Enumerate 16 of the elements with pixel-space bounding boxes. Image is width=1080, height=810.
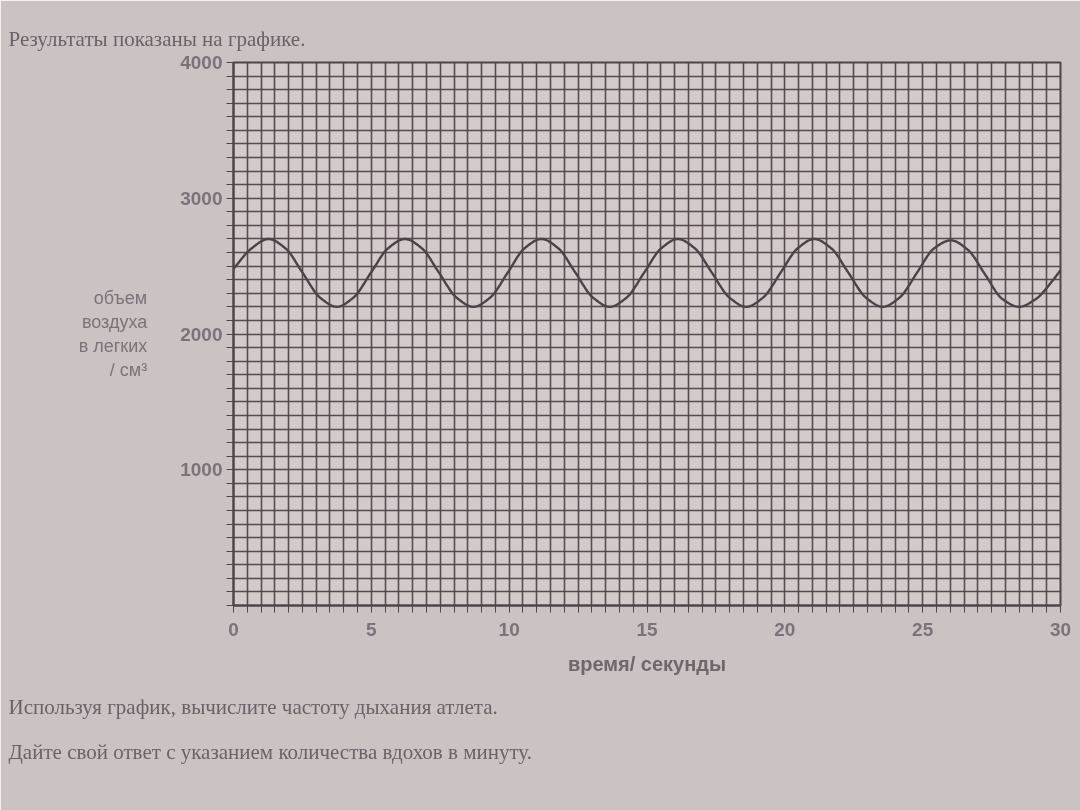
x-tick-label: 10 xyxy=(498,618,520,640)
chart-title: Результаты показаны на графике. xyxy=(8,26,306,51)
y-tick-label: 1000 xyxy=(180,459,223,481)
x-tick-label: 20 xyxy=(774,618,796,640)
x-tick-label: 25 xyxy=(912,618,934,640)
y-tick-label: 3000 xyxy=(180,187,223,209)
text: Дайте свой ответ с указанием количества вдохов в минуту. xyxy=(8,739,532,764)
text: Используя график, вычислите частоту дыхания атлета. xyxy=(8,694,498,719)
x-tick-label: 30 xyxy=(1049,618,1072,640)
x-tick-label: 0 xyxy=(228,618,239,640)
y-axis-title: объем воздуха в легких / см³ xyxy=(78,288,149,380)
x-axis-title: время/ секунды xyxy=(567,652,727,675)
y-tick-label: 4000 xyxy=(180,52,223,73)
x-tick-label: 5 xyxy=(366,618,378,640)
x-tick-label: 15 xyxy=(636,618,658,640)
y-tick-label: 2000 xyxy=(180,323,223,345)
